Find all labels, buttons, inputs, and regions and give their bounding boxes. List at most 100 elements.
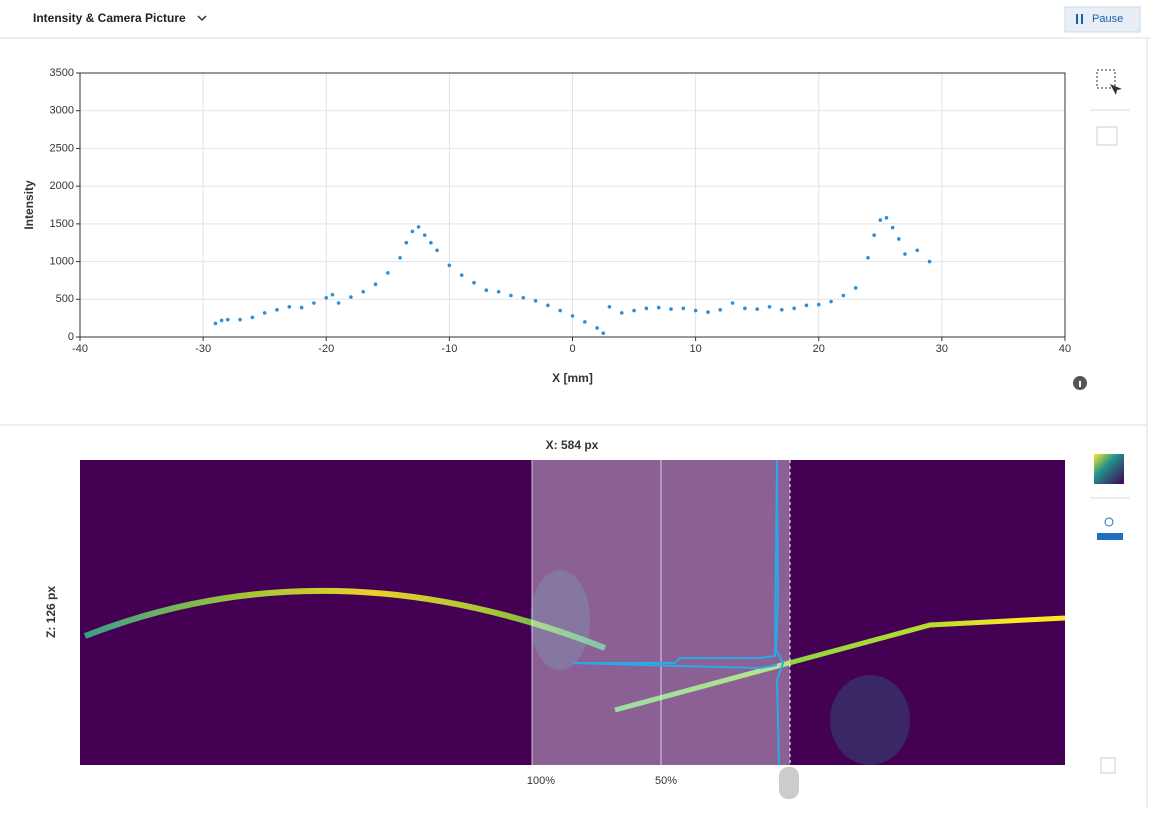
data-point	[361, 289, 365, 294]
data-point	[780, 308, 784, 312]
data-point	[706, 310, 710, 314]
data-point	[601, 331, 606, 336]
info-glyph	[1079, 381, 1081, 387]
y-tick-label: 1000	[50, 255, 74, 267]
camera-z-label: Z: 126 px	[44, 586, 58, 638]
data-point	[755, 307, 759, 311]
data-point	[872, 233, 876, 237]
data-point	[275, 308, 279, 312]
x-tick-label: -20	[318, 343, 334, 355]
data-point	[927, 259, 932, 264]
data-point	[398, 255, 402, 260]
data-point	[829, 299, 833, 304]
y-tick-label: 2000	[50, 180, 74, 192]
pause-icon	[1081, 14, 1083, 24]
plot-frame	[79, 72, 1066, 338]
data-point	[496, 289, 501, 294]
data-point	[730, 301, 735, 305]
data-point	[287, 305, 292, 309]
scale-label: 50%	[655, 775, 677, 787]
x-axis-label: X [mm]	[552, 371, 593, 385]
y-tick-label: 3000	[50, 105, 74, 117]
x-tick-label: 10	[690, 343, 702, 355]
laser-line	[614, 615, 1066, 713]
dropdown-icon[interactable]	[197, 15, 207, 22]
data-point	[250, 315, 255, 320]
data-point	[312, 301, 316, 305]
x-tick-label: -40	[72, 343, 88, 355]
data-point	[533, 298, 538, 303]
slider-handle[interactable]	[779, 767, 799, 799]
data-point	[435, 248, 439, 253]
data-point	[841, 293, 846, 298]
data-point	[669, 307, 673, 311]
data-point	[546, 303, 550, 308]
data-point	[213, 321, 218, 326]
data-point	[915, 248, 920, 253]
data-point	[693, 308, 698, 313]
data-point	[656, 305, 661, 310]
x-tick-label: -10	[441, 343, 457, 355]
x-tick-label: 0	[569, 343, 575, 355]
data-point	[607, 305, 612, 309]
data-point	[632, 308, 636, 313]
data-point	[373, 282, 378, 287]
data-point	[422, 233, 427, 237]
data-point	[890, 225, 895, 230]
save-button[interactable]	[1100, 757, 1116, 774]
data-point	[472, 280, 476, 285]
data-point	[330, 292, 335, 297]
data-point	[853, 286, 858, 290]
data-point	[866, 255, 870, 260]
data-point	[792, 306, 796, 311]
data-point	[595, 326, 599, 330]
profile-line	[774, 459, 785, 766]
data-point	[878, 218, 883, 222]
data-point	[681, 306, 686, 311]
data-point	[521, 295, 526, 300]
exposure-button[interactable]	[1104, 517, 1114, 527]
reset-zoom-tool[interactable]	[1096, 126, 1118, 146]
profile-line	[573, 459, 778, 664]
laser-line	[83, 587, 607, 651]
x-tick-label: 30	[936, 343, 948, 355]
y-tick-label: 1500	[50, 218, 74, 230]
panel-title[interactable]: Intensity & Camera Picture	[33, 11, 186, 25]
data-point	[349, 295, 353, 299]
data-point	[583, 320, 587, 324]
data-point	[767, 305, 772, 309]
data-point	[896, 237, 901, 241]
cursor-icon	[1110, 84, 1122, 95]
data-point	[804, 303, 809, 308]
data-point	[459, 273, 464, 277]
exposure-icon	[1097, 533, 1123, 540]
data-point	[644, 306, 649, 311]
data-point	[416, 225, 421, 229]
data-point	[718, 308, 723, 312]
y-axis-label: Intensity	[22, 180, 36, 230]
data-point	[299, 305, 304, 310]
colormap-button[interactable]	[1094, 454, 1124, 484]
profile-line	[572, 662, 778, 670]
data-point	[743, 306, 747, 311]
x-tick-label: 40	[1059, 343, 1071, 355]
data-point	[386, 271, 390, 275]
data-point	[484, 288, 489, 293]
select-zoom-tool[interactable]	[1096, 69, 1116, 89]
data-point	[619, 311, 624, 315]
data-point	[903, 252, 907, 256]
data-point	[816, 302, 821, 307]
data-point	[447, 263, 452, 268]
y-tick-label: 500	[56, 293, 74, 305]
data-point	[558, 308, 562, 313]
pause-icon	[1076, 14, 1078, 24]
data-point	[884, 216, 889, 220]
camera-image	[80, 460, 1065, 765]
camera-x-label: X: 584 px	[546, 438, 599, 452]
image-scatter	[530, 570, 590, 670]
data-point	[404, 240, 409, 245]
x-tick-label: 20	[813, 343, 825, 355]
x-tick-label: -30	[195, 343, 211, 355]
pause-label[interactable]: Pause	[1092, 13, 1123, 25]
